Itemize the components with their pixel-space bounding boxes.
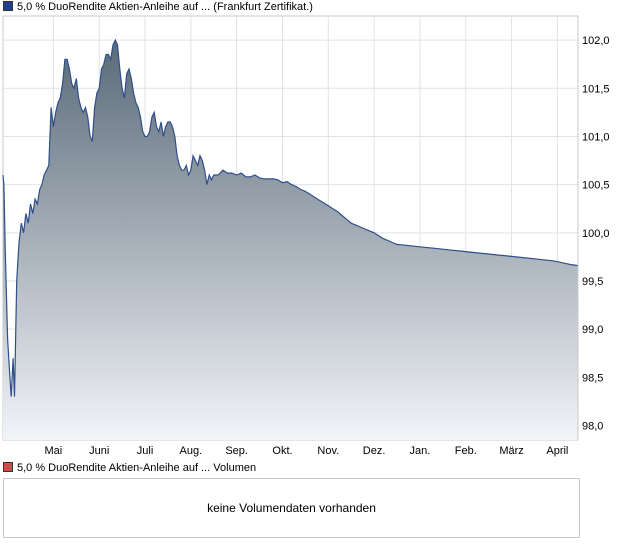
y-tick-label: 98,0 [582,421,603,433]
x-tick-label: Feb. [455,445,477,457]
volume-empty-message: keine Volumendaten vorhanden [207,501,376,515]
price-area [3,40,578,440]
y-tick-label: 101,5 [582,83,610,95]
x-tick-label: Sep. [225,445,248,457]
price-legend: 5,0 % DuoRendite Aktien-Anleihe auf ... … [3,1,313,13]
y-axis-labels: 102,0 101,5 101,0 100,5 100,0 99,5 99,0 98,5 98,… [582,35,610,432]
x-tick-label: März [499,445,523,457]
price-line [2,38,579,397]
price-legend-label: 5,0 % DuoRendite Aktien-Anleihe auf ... … [17,1,313,13]
volume-legend: 5,0 % DuoRendite Aktien-Anleihe auf ... … [3,462,256,474]
x-axis-labels: Mai Juni Juli Aug. Sep. Okt. Nov. Dez. Jan. Feb. M… [45,445,569,457]
x-tick-label: April [546,445,568,457]
y-tick-label: 98,5 [582,372,603,384]
price-chart: 102,0 101,5 101,0 100,5 100,0 99,5 99,0 98,5 98,… [2,15,610,457]
y-tick-label: 100,0 [582,228,610,240]
volume-panel: keine Volumendaten vorhanden [3,478,580,538]
y-tick-label: 102,0 [582,35,610,47]
y-tick-label: 101,0 [582,131,610,143]
x-tick-label: Aug. [180,445,203,457]
x-tick-label: Nov. [317,445,339,457]
x-tick-label: Jan. [410,445,431,457]
volume-legend-label: 5,0 % DuoRendite Aktien-Anleihe auf ... … [17,462,257,474]
y-tick-label: 100,5 [582,180,610,192]
x-tick-label: Juni [89,445,109,457]
volume-legend-swatch [3,462,13,472]
y-tick-label: 99,5 [582,276,603,288]
x-tick-label: Okt. [272,445,292,457]
x-tick-label: Juli [137,445,154,457]
price-legend-swatch [3,1,13,11]
x-tick-label: Dez. [363,445,386,457]
x-tick-label: Mai [45,445,63,457]
y-tick-label: 99,0 [582,324,603,336]
